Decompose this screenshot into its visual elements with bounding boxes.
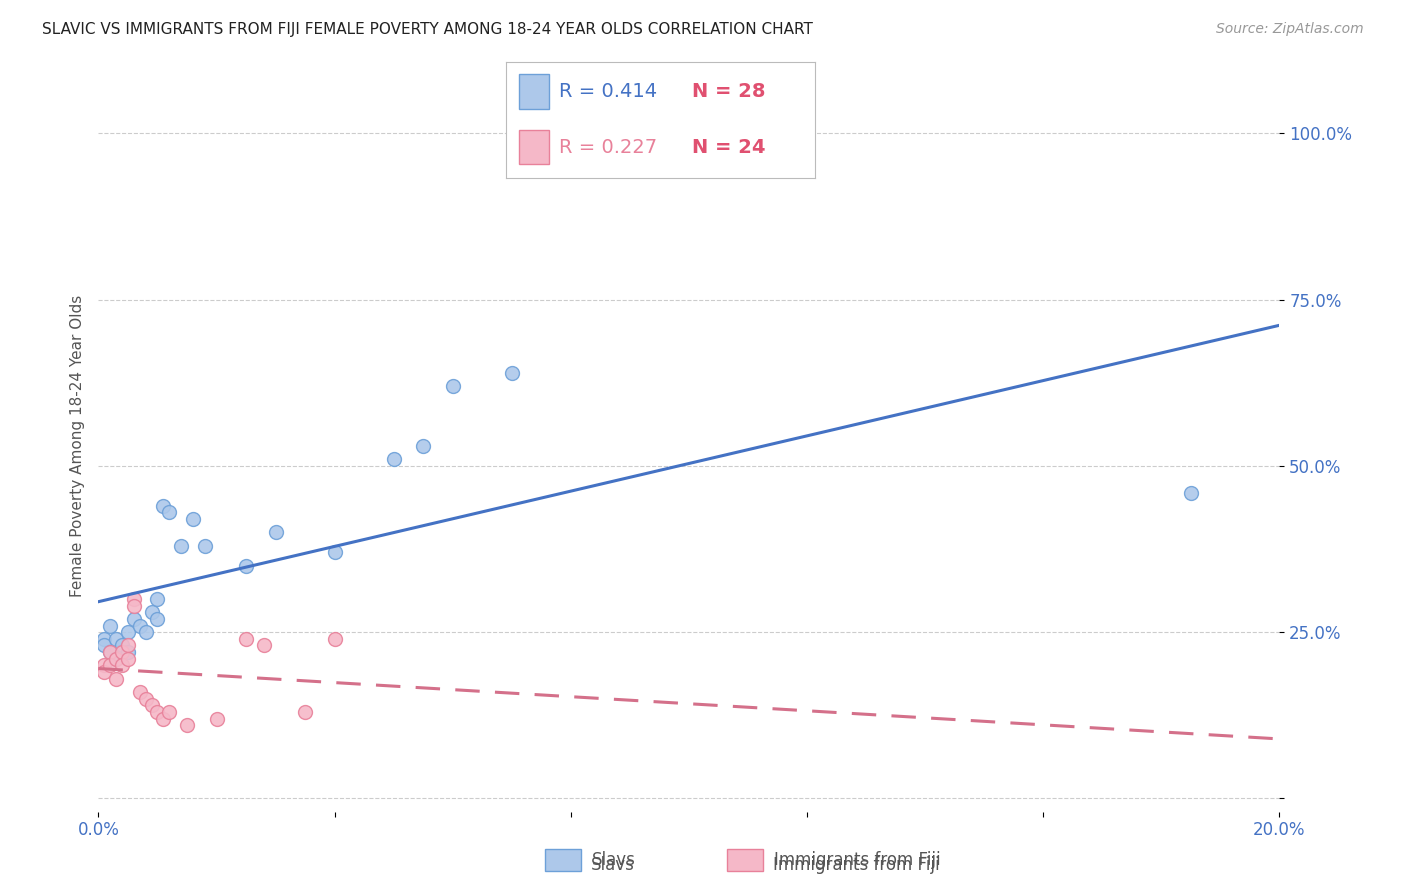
Text: R = 0.227: R = 0.227 [558,137,657,157]
Point [152,499,174,513]
Point [122,612,145,626]
Point [1180,485,1202,500]
Point [157,506,180,520]
Point [128,685,150,699]
Point [205,712,228,726]
Point [170,539,193,553]
Point [323,632,346,646]
Point [117,639,139,653]
Point [235,558,257,573]
Point [194,539,217,553]
Point [146,705,169,719]
Text: Slavs: Slavs [591,856,634,874]
Point [501,366,523,380]
Text: R = 0.414: R = 0.414 [558,82,657,101]
Point [93,639,115,653]
Point [412,439,434,453]
Point [93,665,115,679]
Point [122,591,145,606]
Text: N = 24: N = 24 [692,137,765,157]
Text: Immigrants from Fiji: Immigrants from Fiji [773,851,941,870]
Point [181,512,204,526]
Text: SLAVIC VS IMMIGRANTS FROM FIJI FEMALE POVERTY AMONG 18-24 YEAR OLDS CORRELATION : SLAVIC VS IMMIGRANTS FROM FIJI FEMALE PO… [42,22,813,37]
Point [157,705,180,719]
Point [235,632,257,646]
Point [105,652,128,666]
Point [122,599,145,613]
Point [146,591,169,606]
Text: Source: ZipAtlas.com: Source: ZipAtlas.com [1216,22,1364,37]
Point [141,698,163,713]
Point [105,652,128,666]
Point [128,618,150,632]
Point [117,652,139,666]
Bar [519,129,550,164]
Y-axis label: Female Poverty Among 18-24 Year Olds: Female Poverty Among 18-24 Year Olds [69,295,84,597]
Point [382,452,405,467]
Point [135,691,157,706]
Point [146,612,169,626]
Point [441,379,464,393]
Point [117,645,139,659]
Point [264,525,287,540]
Point [105,632,128,646]
Point [98,658,121,673]
Point [111,645,134,659]
Point [135,625,157,640]
Bar [727,849,763,871]
Point [294,705,316,719]
Point [98,618,121,632]
Point [93,658,115,673]
Point [105,672,128,686]
Point [141,605,163,619]
Point [176,718,198,732]
Text: Slavs: Slavs [592,851,636,870]
Bar [544,849,581,871]
Point [152,712,174,726]
Point [323,545,346,559]
Point [98,645,121,659]
Point [117,625,139,640]
Text: Immigrants from Fiji: Immigrants from Fiji [773,856,941,874]
Point [111,639,134,653]
Point [253,639,276,653]
Bar [519,74,550,109]
Text: N = 28: N = 28 [692,82,765,101]
Point [98,645,121,659]
Point [111,658,134,673]
Point [93,632,115,646]
